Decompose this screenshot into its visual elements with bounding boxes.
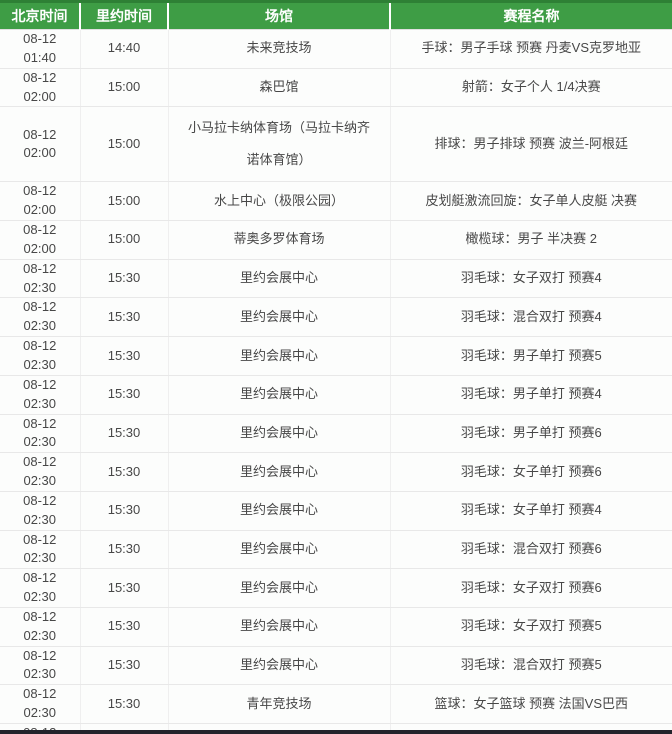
beijing-time-cell: 08-12 01:40 — [0, 29, 80, 69]
beijing-time-cell: 08-12 02:30 — [0, 723, 80, 734]
table-body: 08-12 01:40 14:40 未来竞技场 手球：男子手球 预赛 丹麦VS克… — [0, 29, 672, 734]
column-header-venue: 场馆 — [167, 0, 390, 30]
beijing-time-cell: 08-12 02:30 — [0, 336, 80, 376]
table-header: 北京时间 里约时间 场馆 赛程名称 — [0, 0, 672, 30]
column-header-beijing-time: 北京时间 — [0, 0, 80, 30]
beijing-time-cell: 08-12 02:30 — [0, 414, 80, 454]
event-cell: 羽毛球：女子单打 预赛4 — [389, 491, 672, 531]
venue-cell: 里约会展中心 — [167, 452, 390, 492]
rio-time-cell: 15:30 — [79, 491, 168, 531]
table-row: 08-12 02:00 15:00 小马拉卡纳体育场（马拉卡纳齐诺体育馆） 排球… — [0, 106, 672, 183]
beijing-time-cell: 08-12 02:30 — [0, 259, 80, 299]
event-cell: 沙滩排球：沙滩排球 预赛66 — [389, 723, 672, 734]
rio-time-cell: 15:30 — [79, 297, 168, 338]
venue-cell: 未来竞技场 — [167, 29, 390, 69]
rio-time-cell: 15:30 — [79, 723, 168, 734]
beijing-time-cell: 08-12 02:00 — [0, 68, 80, 108]
table-row: 08-12 02:00 15:00 森巴馆 射箭：女子个人 1/4决赛 — [0, 68, 672, 108]
table-row: 08-12 02:30 15:30 里约会展中心 羽毛球：男子单打 预赛4 — [0, 375, 672, 415]
table-row: 08-12 02:30 15:30 里约会展中心 羽毛球：混合双打 预赛5 — [0, 646, 672, 686]
beijing-time-cell: 08-12 02:30 — [0, 568, 80, 608]
rio-time-cell: 15:00 — [79, 181, 168, 222]
column-header-event-name: 赛程名称 — [389, 0, 672, 30]
rio-time-cell: 15:30 — [79, 336, 168, 376]
venue-cell: 小马拉卡纳体育场（马拉卡纳齐诺体育馆） — [167, 106, 390, 183]
venue-cell: 里约会展中心 — [167, 530, 390, 570]
table-row: 08-12 02:30 15:30 里约会展中心 羽毛球：女子双打 预赛5 — [0, 607, 672, 647]
rio-time-cell: 15:30 — [79, 646, 168, 686]
event-cell: 羽毛球：男子单打 预赛4 — [389, 375, 672, 415]
rio-time-cell: 14:40 — [79, 29, 168, 69]
rio-time-cell: 15:30 — [79, 607, 168, 647]
table-row: 08-12 02:30 15:30 里约会展中心 羽毛球：女子双打 预赛4 — [0, 259, 672, 299]
table-row: 08-12 02:30 15:30 青年竞技场 篮球：女子篮球 预赛 法国VS巴… — [0, 684, 672, 724]
beijing-time-cell: 08-12 02:30 — [0, 297, 80, 338]
event-cell: 羽毛球：男子单打 预赛5 — [389, 336, 672, 376]
venue-cell: 水上中心（极限公园） — [167, 181, 390, 222]
event-cell: 皮划艇激流回旋：女子单人皮艇 决赛 — [389, 181, 672, 222]
event-cell: 射箭：女子个人 1/4决赛 — [389, 68, 672, 108]
venue-cell: 里约会展中心 — [167, 297, 390, 338]
event-cell: 橄榄球：男子 半决赛 2 — [389, 220, 672, 260]
table-row: 08-12 02:00 15:00 蒂奥多罗体育场 橄榄球：男子 半决赛 2 — [0, 220, 672, 260]
beijing-time-cell: 08-12 02:30 — [0, 530, 80, 570]
rio-time-cell: 15:30 — [79, 568, 168, 608]
beijing-time-cell: 08-12 02:30 — [0, 646, 80, 686]
beijing-time-cell: 08-12 02:30 — [0, 491, 80, 531]
beijing-time-cell: 08-12 02:30 — [0, 375, 80, 415]
event-cell: 羽毛球：女子双打 预赛5 — [389, 607, 672, 647]
event-cell: 羽毛球：男子单打 预赛6 — [389, 414, 672, 454]
event-cell: 羽毛球：混合双打 预赛6 — [389, 530, 672, 570]
venue-cell: 里约会展中心 — [167, 646, 390, 686]
event-cell: 排球：男子排球 预赛 波兰-阿根廷 — [389, 106, 672, 183]
venue-cell: 森巴馆 — [167, 68, 390, 108]
venue-cell: 蒂奥多罗体育场 — [167, 220, 390, 260]
table-row: 08-12 02:30 15:30 里约会展中心 羽毛球：女子单打 预赛6 — [0, 452, 672, 492]
column-header-rio-time: 里约时间 — [79, 0, 168, 30]
venue-cell: 里约会展中心 — [167, 336, 390, 376]
event-cell: 羽毛球：混合双打 预赛4 — [389, 297, 672, 338]
table-row: 08-12 02:30 15:30 里约会展中心 羽毛球：混合双打 预赛4 — [0, 297, 672, 338]
rio-time-cell: 15:30 — [79, 414, 168, 454]
rio-time-cell: 15:30 — [79, 684, 168, 724]
event-cell: 篮球：女子篮球 预赛 法国VS巴西 — [389, 684, 672, 724]
event-cell: 羽毛球：女子单打 预赛6 — [389, 452, 672, 492]
rio-time-cell: 15:00 — [79, 68, 168, 108]
rio-time-cell: 15:00 — [79, 220, 168, 260]
table-row: 08-12 01:40 14:40 未来竞技场 手球：男子手球 预赛 丹麦VS克… — [0, 29, 672, 69]
venue-cell: 沙滩排球场 — [167, 723, 390, 734]
venue-cell: 里约会展中心 — [167, 607, 390, 647]
beijing-time-cell: 08-12 02:30 — [0, 452, 80, 492]
event-cell: 羽毛球：混合双打 预赛5 — [389, 646, 672, 686]
event-cell: 羽毛球：女子双打 预赛6 — [389, 568, 672, 608]
table-row: 08-12 02:30 15:30 里约会展中心 羽毛球：男子单打 预赛5 — [0, 336, 672, 376]
venue-cell: 里约会展中心 — [167, 414, 390, 454]
beijing-time-cell: 08-12 02:30 — [0, 607, 80, 647]
venue-cell: 里约会展中心 — [167, 568, 390, 608]
table-row: 08-12 02:30 15:30 里约会展中心 羽毛球：男子单打 预赛6 — [0, 414, 672, 454]
table-row: 08-12 02:30 15:30 里约会展中心 羽毛球：混合双打 预赛6 — [0, 530, 672, 570]
rio-time-cell: 15:00 — [79, 106, 168, 183]
table-row: 08-12 02:30 15:30 里约会展中心 羽毛球：女子单打 预赛4 — [0, 491, 672, 531]
bottom-divider-bar — [0, 730, 672, 734]
event-cell: 羽毛球：女子双打 预赛4 — [389, 259, 672, 299]
rio-time-cell: 15:30 — [79, 375, 168, 415]
beijing-time-cell: 08-12 02:30 — [0, 684, 80, 724]
header-row: 北京时间 里约时间 场馆 赛程名称 — [0, 0, 672, 30]
beijing-time-cell: 08-12 02:00 — [0, 181, 80, 222]
beijing-time-cell: 08-12 02:00 — [0, 220, 80, 260]
rio-time-cell: 15:30 — [79, 259, 168, 299]
venue-cell: 青年竞技场 — [167, 684, 390, 724]
venue-cell: 里约会展中心 — [167, 375, 390, 415]
rio-time-cell: 15:30 — [79, 452, 168, 492]
beijing-time-cell: 08-12 02:00 — [0, 106, 80, 183]
rio-time-cell: 15:30 — [79, 530, 168, 570]
venue-cell: 里约会展中心 — [167, 491, 390, 531]
event-cell: 手球：男子手球 预赛 丹麦VS克罗地亚 — [389, 29, 672, 69]
venue-cell: 里约会展中心 — [167, 259, 390, 299]
table-row: 08-12 02:30 15:30 沙滩排球场 沙滩排球：沙滩排球 预赛66 — [0, 723, 672, 734]
table-row: 08-12 02:30 15:30 里约会展中心 羽毛球：女子双打 预赛6 — [0, 568, 672, 608]
table-row: 08-12 02:00 15:00 水上中心（极限公园） 皮划艇激流回旋：女子单… — [0, 181, 672, 222]
